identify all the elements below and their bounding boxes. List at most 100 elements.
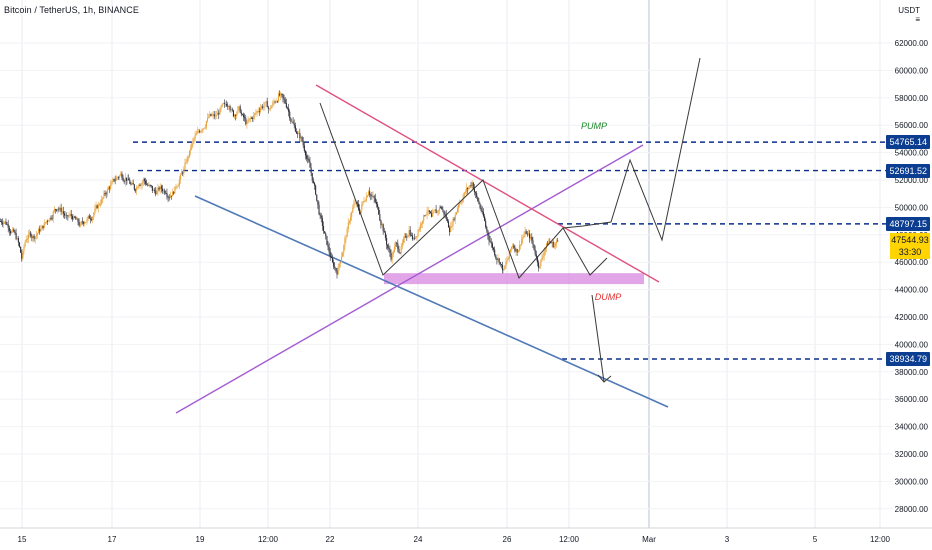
- candle: [401, 242, 403, 247]
- candle: [6, 224, 8, 226]
- candle: [289, 111, 291, 119]
- candle: [517, 250, 519, 253]
- candle: [104, 193, 106, 194]
- candle: [21, 252, 23, 259]
- candle: [498, 258, 500, 263]
- axis-menu-icon[interactable]: ≡: [915, 15, 920, 24]
- candle: [348, 221, 350, 223]
- price-level-label[interactable]: 48797.15: [886, 216, 930, 231]
- candle: [557, 240, 559, 242]
- candle: [420, 223, 423, 225]
- candle: [130, 183, 132, 185]
- candle: [156, 191, 158, 195]
- candle: [327, 244, 329, 247]
- price-axis[interactable]: 62000.00 60000.00 58000.00 56000.00 54000.00…: [895, 39, 929, 514]
- time-tick-label: 3: [725, 535, 730, 544]
- candle: [47, 220, 49, 222]
- candle: [105, 193, 107, 195]
- candle: [191, 143, 193, 149]
- candle: [483, 216, 486, 221]
- candle: [138, 184, 140, 188]
- candle: [331, 257, 334, 263]
- candle: [437, 210, 439, 212]
- dump-arrow-head: [597, 374, 612, 383]
- candle: [245, 118, 247, 125]
- candle: [499, 262, 501, 265]
- time-tick-label: 5: [813, 535, 818, 544]
- symbol-legend: Bitcoin / TetherUS, 1h, BINANCE: [4, 5, 139, 15]
- candle: [431, 213, 433, 217]
- dump-annotation: DUMP: [595, 292, 622, 302]
- candle: [538, 262, 540, 268]
- candle: [3, 221, 5, 225]
- candle: [226, 104, 228, 107]
- candle: [121, 173, 123, 178]
- candle: [472, 182, 474, 189]
- candle: [434, 209, 436, 211]
- candle: [378, 207, 380, 215]
- candle: [150, 185, 152, 186]
- candle: [313, 182, 316, 186]
- candle: [230, 109, 232, 111]
- candle: [357, 203, 359, 209]
- candle: [513, 245, 515, 248]
- candle: [312, 180, 314, 183]
- candle: [344, 238, 346, 246]
- candle: [182, 172, 184, 174]
- candle: [255, 112, 257, 114]
- candle: [23, 246, 25, 251]
- candle: [129, 180, 131, 184]
- time-axis[interactable]: 15 17 19 12:00 22 24 26 12:00 Mar 3 5 12:00: [0, 527, 932, 544]
- candle: [79, 224, 81, 226]
- price-level-label[interactable]: 52691.52: [886, 163, 930, 178]
- price-tick-label: 50000.00: [895, 203, 929, 212]
- candle: [146, 183, 148, 185]
- candle: [298, 133, 300, 134]
- candle: [476, 193, 478, 197]
- candle: [496, 258, 498, 261]
- candle: [479, 203, 481, 208]
- candle: [505, 262, 507, 266]
- candle: [381, 224, 383, 226]
- candle: [176, 186, 178, 188]
- candle: [398, 248, 400, 253]
- candle: [333, 262, 335, 267]
- candle: [459, 203, 461, 205]
- candle: [264, 102, 266, 107]
- candle: [229, 106, 231, 111]
- candle: [197, 130, 200, 132]
- candle: [497, 258, 499, 261]
- candle: [535, 254, 537, 257]
- candle: [116, 177, 119, 179]
- candle: [270, 108, 272, 109]
- candle: [96, 205, 98, 209]
- candle: [291, 121, 293, 123]
- candle: [132, 182, 134, 185]
- candle: [292, 121, 294, 124]
- candle: [428, 210, 430, 212]
- candle: [73, 216, 75, 220]
- candle: [253, 115, 255, 119]
- candle: [18, 242, 21, 247]
- candle: [371, 195, 373, 197]
- price-tick-label: 42000.00: [895, 313, 929, 322]
- candle: [474, 192, 477, 194]
- candle: [213, 114, 215, 117]
- candle: [502, 264, 504, 271]
- time-tick-label: 22: [326, 535, 335, 544]
- candle: [11, 231, 13, 234]
- candle: [397, 243, 399, 249]
- price-level-label[interactable]: 38934.79: [886, 351, 930, 366]
- candle: [392, 252, 394, 255]
- support-zone: [384, 273, 644, 285]
- candle: [319, 214, 321, 216]
- candle: [45, 220, 48, 223]
- price-level-label[interactable]: 54765.14: [886, 135, 930, 150]
- candle: [436, 210, 438, 214]
- candle: [495, 254, 497, 259]
- candle: [494, 249, 496, 255]
- candle: [389, 249, 391, 254]
- candle: [4, 221, 6, 223]
- candle: [172, 191, 174, 197]
